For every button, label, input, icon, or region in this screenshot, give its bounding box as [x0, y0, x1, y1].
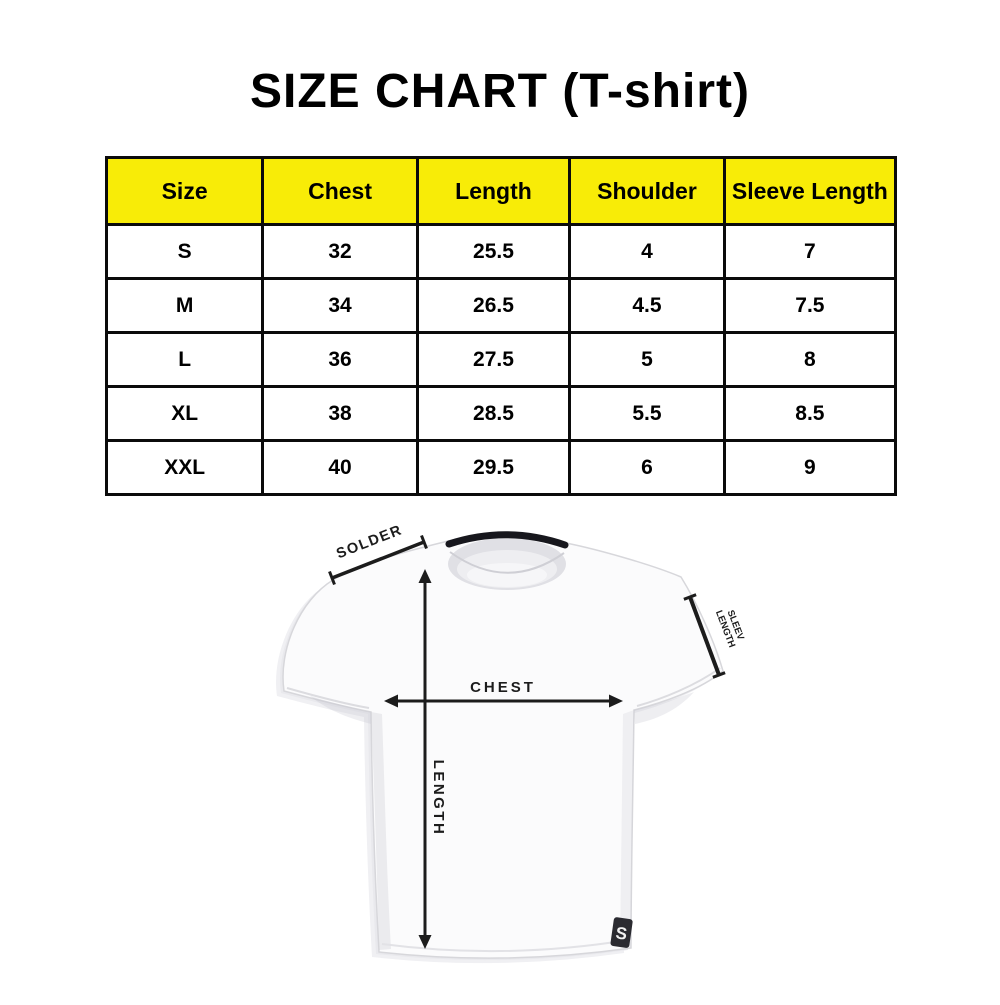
- tshirt-measurement-diagram: S SOLDER SLEEV LENGTH CHEST LENGTH: [0, 500, 1000, 1000]
- size-chart-table: Size Chest Length Shoulder Sleeve Length…: [104, 156, 898, 496]
- cell-length: 27.5: [415, 331, 572, 388]
- length-label: LENGTH: [430, 760, 447, 837]
- collar-band: [445, 531, 569, 549]
- header-cell-length: Length: [415, 156, 572, 226]
- fabric-shading: [286, 667, 721, 953]
- header-cell-sleeve-length: Sleeve Length: [722, 156, 898, 226]
- cell-chest: 38: [261, 385, 419, 442]
- cell-chest: 36: [261, 331, 419, 388]
- cell-size: S: [104, 223, 265, 280]
- cell-shoulder: 4: [568, 223, 726, 280]
- page-title: SIZE CHART (T-shirt): [250, 65, 750, 118]
- length-arrow: [418, 569, 432, 949]
- cell-sleeve-length: 7.5: [722, 277, 898, 334]
- table-row: M 34 26.5 4.5 7.5: [104, 277, 898, 334]
- cell-size: M: [104, 277, 265, 334]
- cell-length: 25.5: [415, 223, 572, 280]
- cell-size: XL: [104, 385, 265, 442]
- cell-length: 28.5: [415, 385, 572, 442]
- table-row: XXL 40 29.5 6 9: [104, 439, 898, 496]
- cell-length: 26.5: [415, 277, 572, 334]
- table-header-row: Size Chest Length Shoulder Sleeve Length: [104, 156, 898, 226]
- logo-letter: S: [614, 923, 628, 943]
- header-cell-shoulder: Shoulder: [568, 156, 726, 226]
- tshirt-body: [282, 533, 724, 959]
- cell-length: 29.5: [415, 439, 572, 496]
- header-cell-chest: Chest: [261, 156, 419, 226]
- collar: [445, 531, 569, 590]
- cell-chest: 40: [261, 439, 419, 496]
- table-row: XL 38 28.5 5.5 8.5: [104, 385, 898, 442]
- chest-label: CHEST: [470, 679, 536, 696]
- cell-chest: 34: [261, 277, 419, 334]
- cell-chest: 32: [261, 223, 419, 280]
- sleeve-length-label: SLEEV LENGTH: [713, 609, 746, 650]
- cell-sleeve-length: 8: [722, 331, 898, 388]
- chest-arrow: [384, 694, 623, 708]
- cell-sleeve-length: 7: [722, 223, 898, 280]
- tshirt-svg: S SOLDER SLEEV LENGTH CHEST LENGTH: [276, 522, 746, 964]
- cell-shoulder: 6: [568, 439, 726, 496]
- cell-size: L: [104, 331, 265, 388]
- header-cell-size: Size: [104, 156, 265, 226]
- cell-shoulder: 4.5: [568, 277, 726, 334]
- sleeve-dimension-line: [683, 593, 726, 679]
- table-row: L 36 27.5 5 8: [104, 331, 898, 388]
- cell-sleeve-length: 8.5: [722, 385, 898, 442]
- cell-size: XXL: [104, 439, 265, 496]
- shoulder-dimension-line: [328, 534, 428, 586]
- cell-shoulder: 5.5: [568, 385, 726, 442]
- cell-sleeve-length: 9: [722, 439, 898, 496]
- brand-logo-tag: S: [610, 917, 633, 948]
- cell-shoulder: 5: [568, 331, 726, 388]
- table-row: S 32 25.5 4 7: [104, 223, 898, 280]
